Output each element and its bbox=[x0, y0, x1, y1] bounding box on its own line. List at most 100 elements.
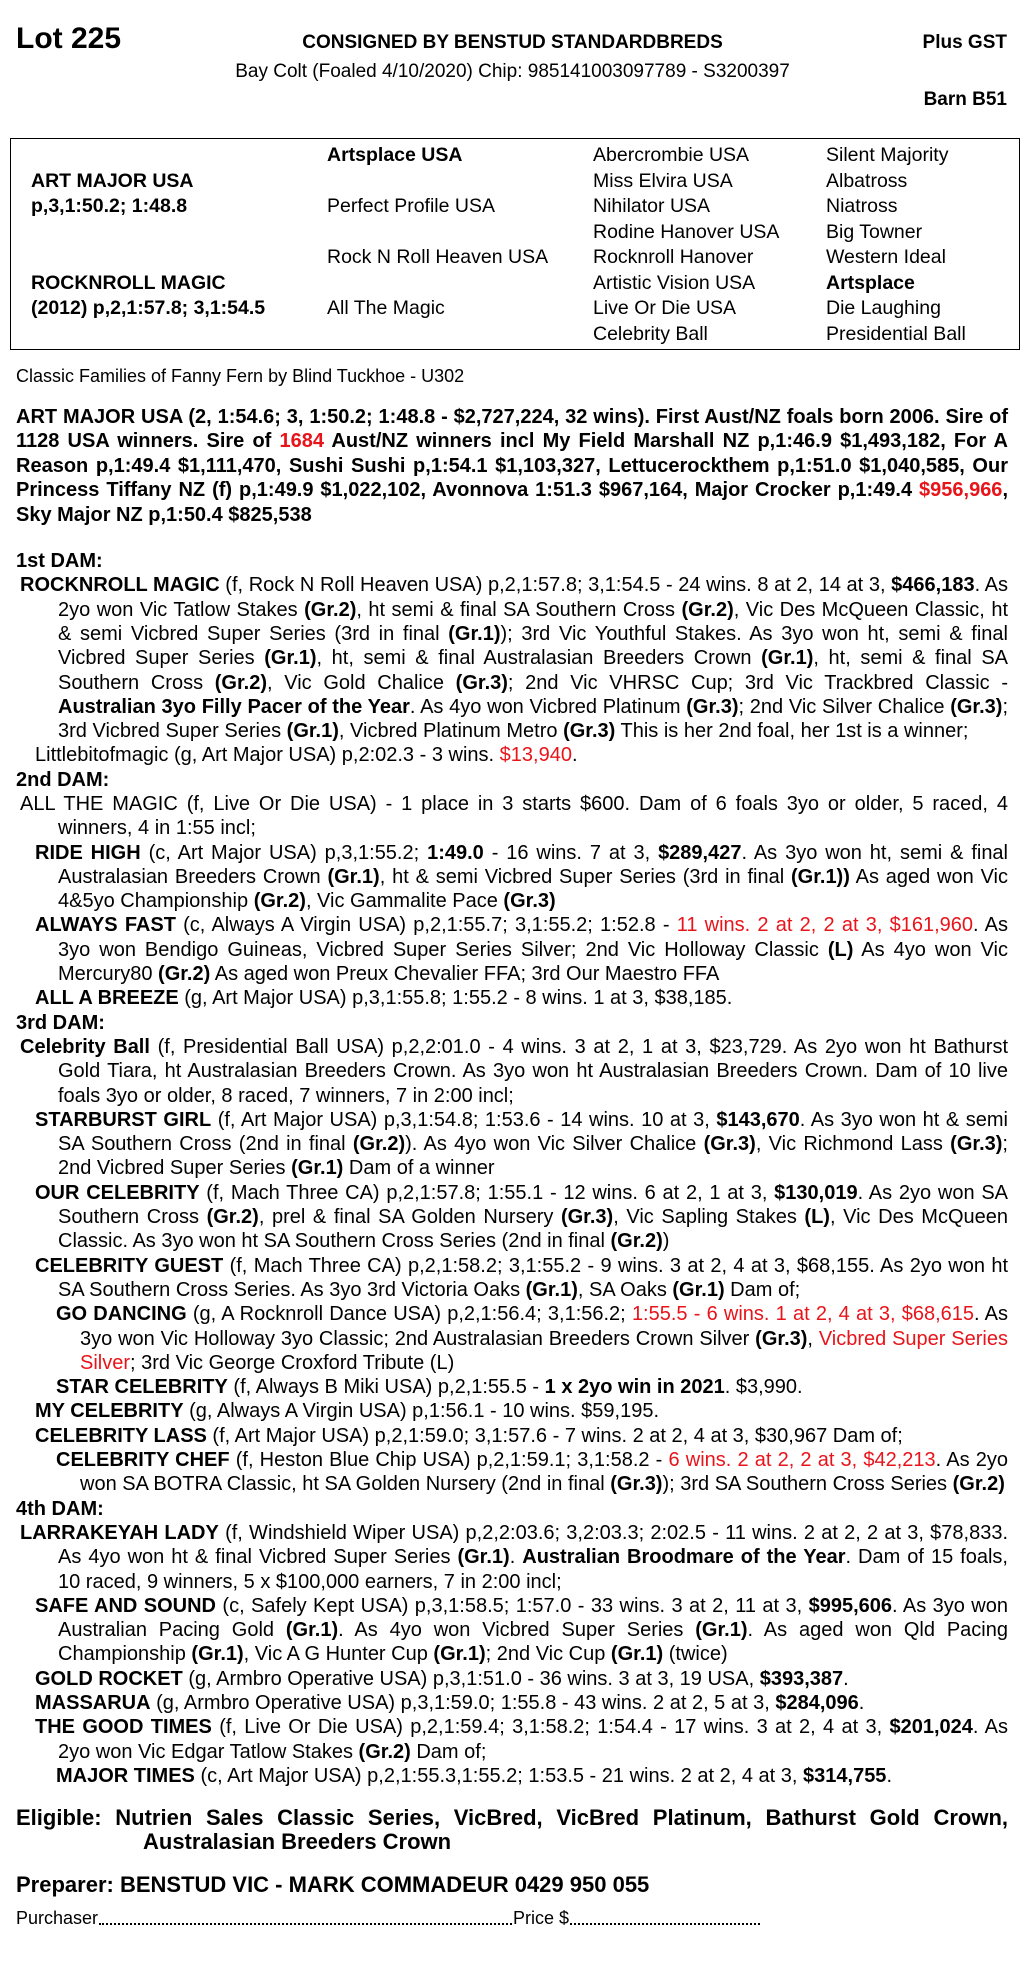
purchaser-field[interactable] bbox=[99, 1923, 512, 1926]
bold-text: (Gr.1) bbox=[285, 1619, 339, 1642]
bold-text: Celebrity Ball bbox=[20, 1035, 150, 1058]
pedigree-entry: STARBURST GIRL (f, Art Major USA) p,3,1:… bbox=[16, 1108, 1008, 1181]
text-run: (g, Art Major USA) p,3,1:55.8; 1:55.2 - … bbox=[178, 987, 733, 1010]
bold-text: $284,096 bbox=[775, 1691, 859, 1714]
bold-text: CELEBRITY LASS bbox=[35, 1424, 207, 1447]
bold-text: (Gr.2) bbox=[610, 1230, 663, 1253]
bold-text: ALWAYS FAST bbox=[35, 914, 176, 937]
bold-text: THE GOOD TIMES bbox=[35, 1716, 212, 1739]
pedigree-entry: MY CELEBRITY (g, Always A Virgin USA) p,… bbox=[16, 1399, 1008, 1423]
text-run: . bbox=[858, 1691, 865, 1714]
preparer: Preparer: BENSTUD VIC - MARK COMMADEUR 0… bbox=[16, 1872, 650, 1898]
bold-text: Australian Broodmare of the Year bbox=[522, 1546, 846, 1569]
text-run: (f, Live Or Die USA) p,2,1:59.4; 3,1:58.… bbox=[211, 1716, 890, 1739]
pedigree-entry: CELEBRITY CHEF (f, Heston Blue Chip USA)… bbox=[16, 1448, 1008, 1497]
text-run: (f, Art Major USA) p,2,1:59.0; 3,1:57.6 … bbox=[206, 1424, 903, 1447]
text-run: . As 3yo won Bendigo Guineas, Vicbred Su… bbox=[58, 914, 1008, 961]
bold-text: (Gr.3) bbox=[703, 1133, 756, 1156]
bold-text: CELEBRITY CHEF bbox=[56, 1449, 230, 1472]
bold-text: (Gr.3) bbox=[755, 1327, 808, 1350]
text-run: , Vic Richmond Lass bbox=[755, 1133, 951, 1156]
text-run: , Vic A G Hunter Cup bbox=[243, 1643, 434, 1666]
bold-text: (Gr.3) bbox=[610, 1473, 663, 1496]
bold-text: (L) bbox=[827, 938, 854, 961]
text-run: . As 4yo won Vicbred Platinum bbox=[409, 695, 687, 718]
eligibility: Eligible: Nutrien Sales Classic Series, … bbox=[16, 1805, 1008, 1855]
bold-text: $130,019 bbox=[774, 1181, 858, 1204]
bold-text: MY CELEBRITY bbox=[35, 1400, 184, 1423]
bold-text: $393,387 bbox=[759, 1667, 844, 1690]
consignor: CONSIGNED BY BENSTUD STANDARDBREDS bbox=[302, 32, 723, 53]
highlight-text: Vicbred Super Series Silver bbox=[80, 1327, 1008, 1374]
text-run: - 16 wins. 7 at 3, bbox=[483, 841, 659, 864]
pedigree-entry: CELEBRITY LASS (f, Art Major USA) p,2,1:… bbox=[16, 1424, 1008, 1448]
sire-summary: ART MAJOR USA (2, 1:54.6; 3, 1:50.2; 1:4… bbox=[16, 405, 1008, 527]
text-run: Littlebitofmagic (g, Art Major USA) p,2:… bbox=[35, 744, 500, 767]
barn-number: Barn B51 bbox=[923, 89, 1007, 110]
bold-text: (Gr.3) bbox=[950, 695, 1003, 718]
price-field[interactable] bbox=[570, 1923, 760, 1926]
text-run: (f, Mach Three CA) p,2,1:58.2; 3,1:55.2 … bbox=[58, 1254, 1009, 1301]
grandparent: Perfect Profile USA bbox=[327, 195, 495, 217]
bold-text: OUR CELEBRITY bbox=[35, 1181, 200, 1204]
great-grandparent: Rodine Hanover USA bbox=[593, 220, 780, 243]
bold-text: (Gr.1) bbox=[327, 865, 380, 888]
sire-record: p,3,1:50.2; 1:48.8 bbox=[31, 195, 188, 217]
text-run: (twice) bbox=[663, 1643, 728, 1666]
dam-heading: 1st DAM: bbox=[16, 550, 103, 573]
gg-grandparent: Niatross bbox=[826, 195, 898, 217]
lot-number: Lot 225 bbox=[16, 22, 122, 55]
text-run: . As 4yo won Vicbred Super Series bbox=[338, 1619, 696, 1642]
text-run: . bbox=[886, 1764, 892, 1787]
bold-text: (Gr.1) bbox=[695, 1619, 748, 1642]
bold-text: (Gr.2) bbox=[214, 671, 268, 694]
bold-text: CELEBRITY GUEST bbox=[35, 1254, 224, 1277]
text-run: . bbox=[509, 1546, 523, 1569]
text-run: (g, Always A Virgin USA) p,1:56.1 - 10 w… bbox=[183, 1400, 659, 1423]
text-run: (f, Presidential Ball USA) p,2,2:01.0 - … bbox=[58, 1035, 1008, 1107]
text-run: . As 2yo won SA Southern Cross bbox=[58, 1181, 1008, 1229]
text-run: ; 3rd Vicbred Super Series bbox=[58, 695, 1008, 743]
bold-text: STARBURST GIRL bbox=[35, 1108, 212, 1131]
text-run: , Vic Des McQueen Classic, ht & semi Vic… bbox=[58, 598, 1008, 645]
bold-text: (Gr.3) bbox=[563, 720, 616, 743]
text-run: (g, Armbro Operative USA) p,3,1:51.0 - 3… bbox=[182, 1667, 760, 1690]
pedigree-entry: OUR CELEBRITY (f, Mach Three CA) p,2,1:5… bbox=[16, 1181, 1008, 1254]
price-label: Price $ bbox=[512, 1908, 569, 1929]
bold-text: GO DANCING bbox=[56, 1303, 187, 1326]
bold-text: (Gr.2) bbox=[206, 1206, 259, 1229]
pedigree-entry: CELEBRITY GUEST (f, Mach Three CA) p,2,1… bbox=[16, 1254, 1008, 1303]
highlight-text: 1684 bbox=[279, 430, 324, 453]
bold-text: (Gr.1) bbox=[286, 720, 339, 743]
highlight-text: 6 wins. 2 at 2, 2 at 3, $42,213 bbox=[668, 1449, 936, 1472]
text-run: (f, Rock N Roll Heaven USA) p,2,1:57.8; … bbox=[219, 574, 892, 597]
text-run: Dam of; bbox=[724, 1278, 801, 1301]
bold-text: 1:49.0 bbox=[427, 841, 484, 864]
text-run: As aged won Vic 4&5yo Championship bbox=[58, 865, 1008, 913]
bold-text: (Gr.1) bbox=[191, 1643, 244, 1666]
great-grandparent: Live Or Die USA bbox=[593, 297, 737, 319]
text-run: . As 2yo won SA BOTRA Classic, ht SA Gol… bbox=[80, 1449, 1008, 1496]
text-run: (c, Art Major USA) p,3,1:55.2; bbox=[140, 841, 428, 864]
horse-description: Bay Colt (Foaled 4/10/2020) Chip: 985141… bbox=[235, 61, 790, 82]
bold-text: (Gr.3) bbox=[503, 890, 556, 913]
dam-record: (2012) p,2,1:57.8; 3,1:54.5 bbox=[31, 297, 266, 319]
great-grandparent: Celebrity Ball bbox=[593, 322, 708, 345]
text-run: , bbox=[807, 1327, 819, 1350]
text-run: ); 3rd Vic Youthful Stakes. As 3yo won h… bbox=[58, 622, 1008, 670]
text-run: Dam of; bbox=[410, 1740, 487, 1763]
bold-text: $314,755 bbox=[803, 1764, 887, 1787]
text-run: , Vic Des McQueen Classic. As 3yo won ht… bbox=[58, 1206, 1008, 1253]
bold-text: (Gr.1) bbox=[672, 1278, 725, 1301]
bold-text: MAJOR TIMES bbox=[56, 1764, 195, 1787]
dam-sections: 1st DAM: ROCKNROLL MAGIC (f, Rock N Roll … bbox=[16, 549, 1008, 1788]
bold-text: $143,670 bbox=[716, 1108, 800, 1131]
text-run: . bbox=[843, 1667, 849, 1690]
gg-grandparent: Silent Majority bbox=[826, 144, 949, 166]
text-run: This is her 2nd foal, her 1st is a winne… bbox=[615, 720, 969, 743]
text-run: Aust/NZ winners incl My Field Marshall N… bbox=[16, 430, 1008, 502]
highlight-text: $956,966 bbox=[919, 479, 1003, 502]
gg-grandparent: Big Towner bbox=[826, 220, 923, 243]
gg-grandparent: Artsplace bbox=[826, 271, 915, 294]
bold-text: RIDE HIGH bbox=[35, 841, 141, 864]
